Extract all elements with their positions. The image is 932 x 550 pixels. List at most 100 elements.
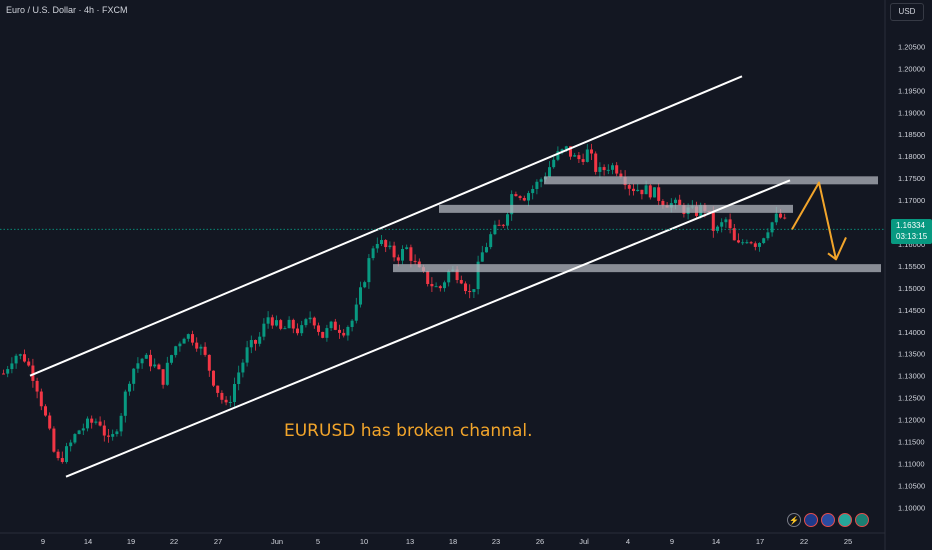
candle-body bbox=[396, 257, 400, 261]
candle-body bbox=[518, 196, 522, 198]
candle-body bbox=[598, 167, 602, 172]
time-tick-label: 17 bbox=[756, 537, 764, 546]
time-tick-label: 10 bbox=[360, 537, 368, 546]
candle-body bbox=[258, 336, 262, 344]
time-tick-label: Jun bbox=[271, 537, 283, 546]
price-tick-label: 1.12000 bbox=[898, 416, 925, 425]
candle-body bbox=[497, 224, 501, 226]
candle-body bbox=[308, 317, 312, 320]
candle-body bbox=[149, 354, 152, 367]
candle-body bbox=[237, 372, 241, 385]
candle-body bbox=[590, 149, 593, 154]
candle-body bbox=[392, 245, 396, 258]
candle-body bbox=[203, 346, 207, 355]
candle-body bbox=[388, 245, 392, 248]
candle-body bbox=[90, 418, 94, 423]
channel-upper-line[interactable] bbox=[29, 75, 743, 377]
candle-body bbox=[123, 391, 127, 416]
candle-body bbox=[107, 435, 110, 437]
price-zone[interactable] bbox=[544, 176, 878, 185]
price-tick-label: 1.13000 bbox=[898, 372, 925, 381]
price-zone[interactable] bbox=[439, 204, 793, 213]
candle-body bbox=[207, 354, 211, 371]
price-tick-label: 1.15500 bbox=[898, 262, 925, 271]
candle-body bbox=[602, 167, 606, 171]
candle-body bbox=[279, 320, 283, 329]
price-tick-label: 1.18500 bbox=[898, 130, 925, 139]
candle-body bbox=[640, 189, 644, 195]
candle-body bbox=[779, 213, 782, 218]
candle-body bbox=[73, 434, 77, 443]
candle-body bbox=[266, 317, 270, 324]
candle-body bbox=[10, 363, 14, 370]
candle-body bbox=[476, 261, 480, 290]
candle-body bbox=[254, 340, 257, 344]
candle-body bbox=[262, 323, 266, 337]
candle-body bbox=[443, 282, 446, 289]
candle-body bbox=[514, 194, 518, 197]
candle-body bbox=[728, 219, 732, 229]
candle-body bbox=[144, 354, 148, 359]
candle-body bbox=[472, 289, 476, 293]
candle-body bbox=[65, 446, 68, 462]
candle-body bbox=[346, 326, 350, 336]
candle-body bbox=[317, 325, 320, 332]
candle-body bbox=[405, 247, 409, 249]
candle-body bbox=[212, 370, 215, 386]
price-tick-label: 1.19000 bbox=[898, 108, 925, 117]
candle-body bbox=[27, 361, 31, 366]
candle-body bbox=[674, 199, 677, 204]
candle-body bbox=[224, 399, 228, 403]
lightning-icon[interactable]: ⚡ bbox=[787, 513, 801, 527]
price-tick-label: 1.17000 bbox=[898, 196, 925, 205]
candle-body bbox=[69, 442, 73, 447]
candle-body bbox=[489, 234, 493, 248]
price-zone[interactable] bbox=[393, 264, 881, 273]
candle-body bbox=[560, 149, 564, 152]
candle-body bbox=[249, 340, 253, 348]
candle-body bbox=[359, 287, 362, 305]
candle-body bbox=[531, 188, 535, 194]
us-flag-icon[interactable] bbox=[804, 513, 818, 527]
candle-body bbox=[333, 321, 337, 330]
candle-body bbox=[39, 391, 43, 407]
candle-body bbox=[606, 169, 610, 171]
candle-body bbox=[758, 243, 761, 247]
candle-body bbox=[447, 271, 451, 283]
candle-body bbox=[455, 269, 459, 281]
projection-arrow[interactable] bbox=[791, 181, 837, 260]
candle-body bbox=[619, 173, 623, 177]
candle-body bbox=[611, 165, 614, 170]
candle-body bbox=[56, 451, 60, 459]
candle-body bbox=[380, 240, 383, 244]
candle-body bbox=[737, 240, 740, 243]
candle-body bbox=[485, 247, 488, 253]
projection-arrow-head[interactable] bbox=[827, 236, 847, 261]
time-tick-label: 5 bbox=[316, 537, 320, 546]
candle-body bbox=[350, 320, 354, 327]
eu-flag-icon-2[interactable] bbox=[838, 513, 852, 527]
candle-body bbox=[384, 240, 388, 248]
currency-button[interactable]: USD bbox=[890, 3, 924, 21]
candle-body bbox=[140, 358, 144, 364]
candle-body bbox=[342, 332, 346, 336]
price-tick-label: 1.16000 bbox=[898, 240, 925, 249]
candle-body bbox=[186, 334, 190, 339]
candle-body bbox=[724, 219, 728, 223]
candle-body bbox=[321, 331, 325, 338]
symbol-title[interactable]: Euro / U.S. Dollar · 4h · FXCM bbox=[6, 5, 128, 15]
candle-body bbox=[312, 317, 316, 326]
candle-body bbox=[627, 185, 631, 189]
candle-body bbox=[762, 238, 766, 244]
time-tick-label: 22 bbox=[170, 537, 178, 546]
candle-body bbox=[161, 369, 165, 385]
price-tick-label: 1.12500 bbox=[898, 394, 925, 403]
candle-body bbox=[182, 338, 186, 344]
candle-body bbox=[774, 213, 778, 223]
candle-body bbox=[732, 228, 736, 241]
candle-body bbox=[766, 232, 770, 239]
eu-flag-icon-3[interactable] bbox=[855, 513, 869, 527]
candle-body bbox=[548, 167, 551, 177]
eu-flag-icon[interactable] bbox=[821, 513, 835, 527]
